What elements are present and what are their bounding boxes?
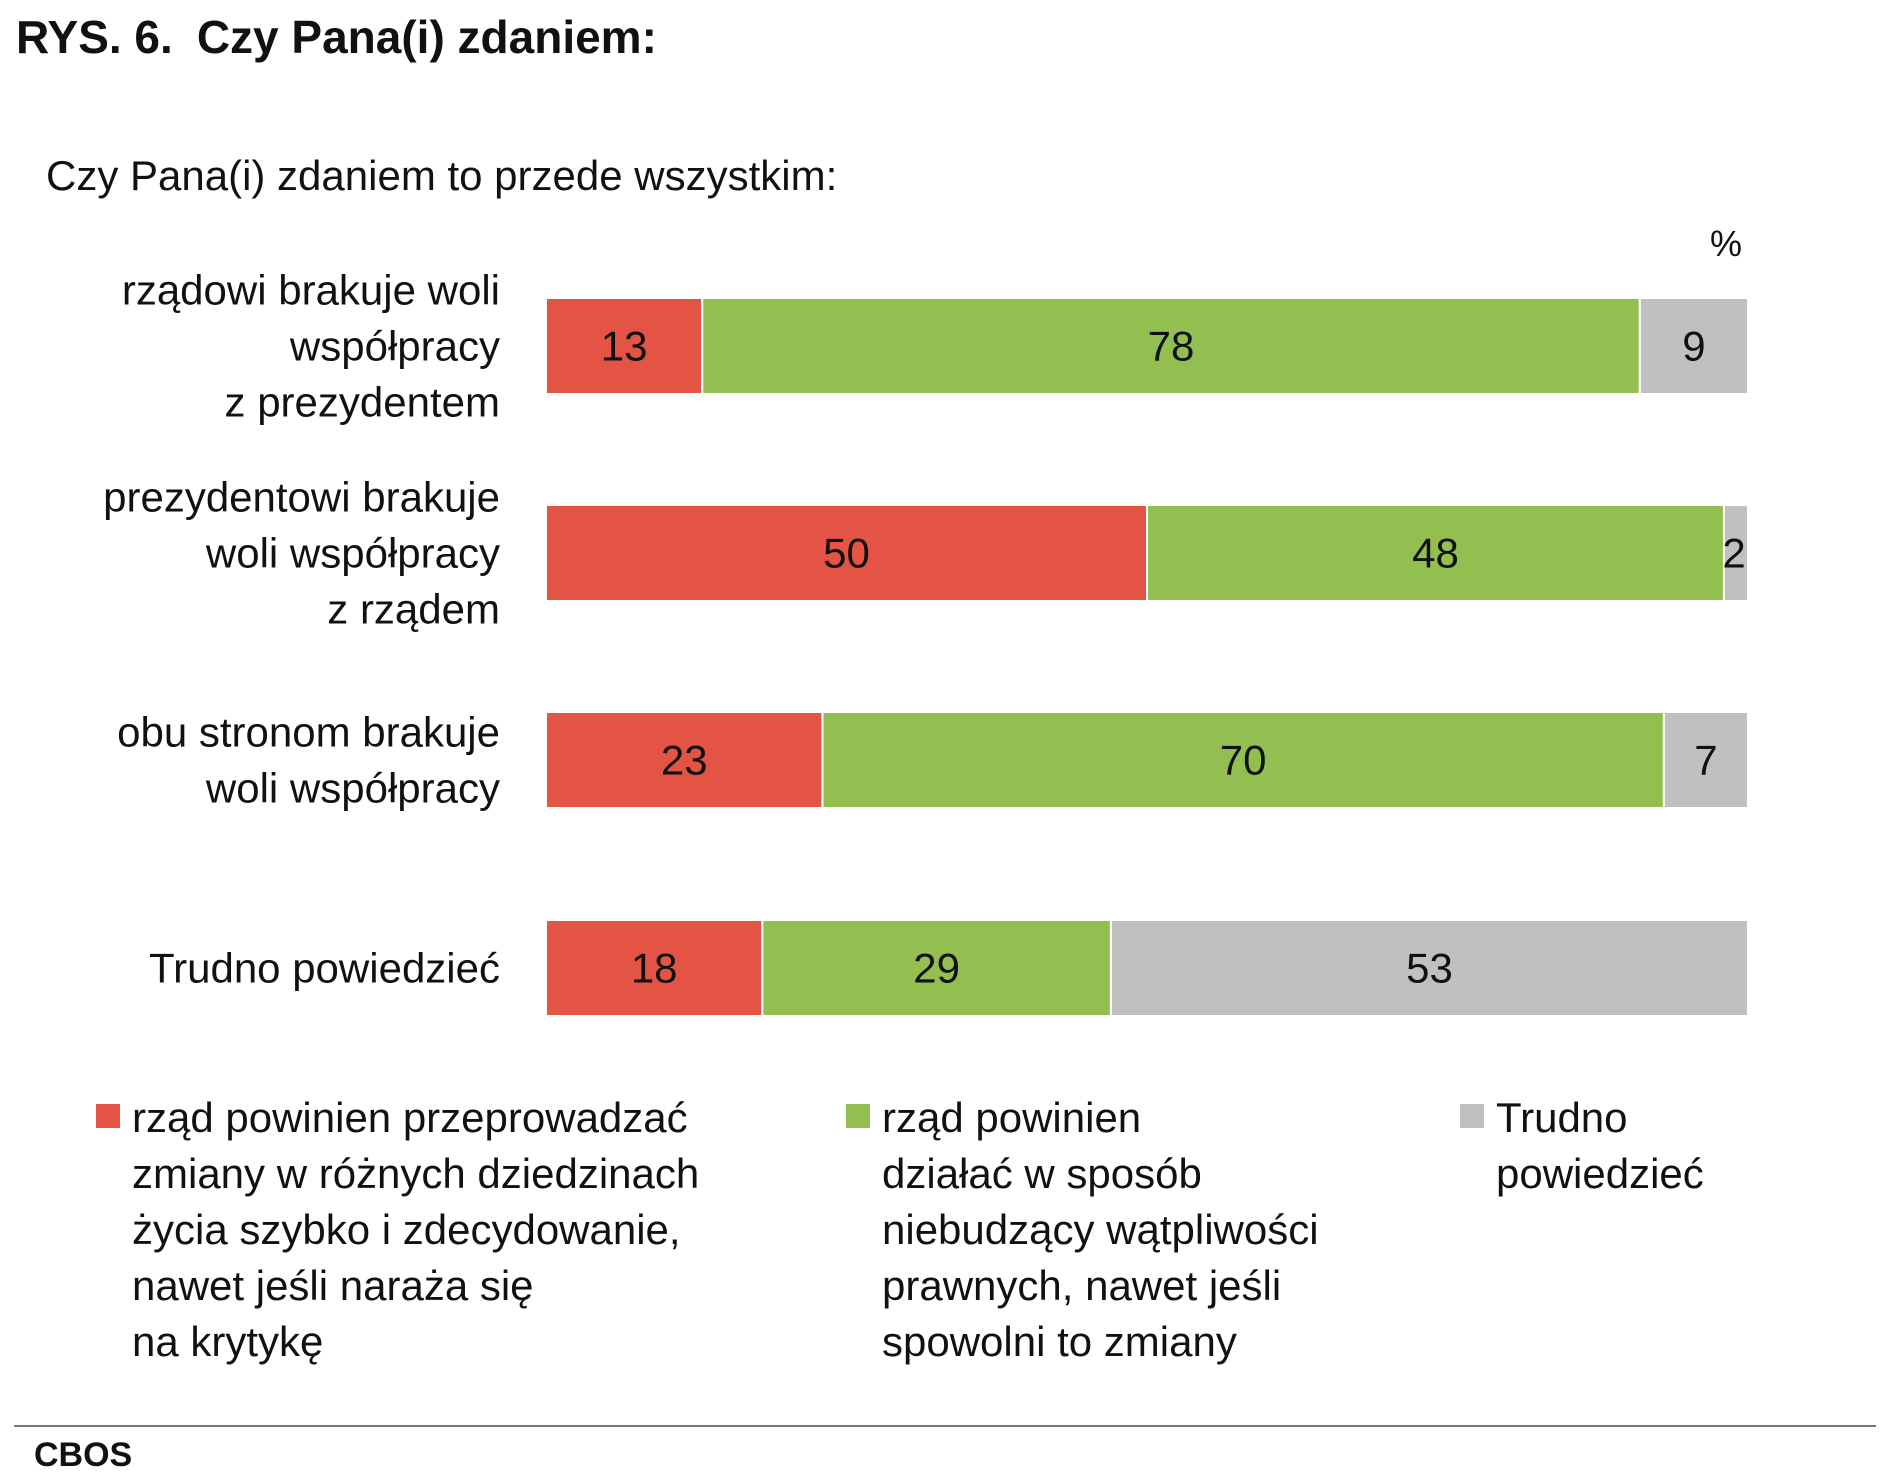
category-label: prezydentowi brakuje (103, 474, 500, 521)
bar-segment (1109, 919, 1749, 1017)
legend: rząd powinien przeprowadzać zmiany w róż… (96, 1090, 1796, 1390)
bar-segment (545, 711, 824, 809)
bar-value-label: 48 (1412, 530, 1459, 577)
legend-label-prawnie: rząd powinien działać w sposób niebudząc… (882, 1094, 1319, 1365)
legend-item-prawnie: rząd powinien działać w sposób niebudząc… (846, 1090, 1319, 1370)
figure-title-text: Czy Pana(i) zdaniem: (196, 11, 657, 63)
category-label: Trudno powiedzieć (149, 945, 500, 992)
bar-segment (1662, 711, 1749, 809)
bar-segment (545, 504, 1148, 602)
legend-swatch-grey (1460, 1104, 1484, 1128)
bar-value-label: 53 (1406, 945, 1453, 992)
bar-segment (1638, 297, 1749, 395)
category-label: obu stronom brakuje (117, 709, 500, 756)
stacked-bar-chart: % rządowi brakuje woli współpracy z prezyd… (103, 223, 1749, 1017)
bar-segment (1146, 504, 1725, 602)
bar-value-label: 9 (1682, 323, 1705, 370)
bar-segment (821, 711, 1665, 809)
bar-value-label: 18 (631, 945, 678, 992)
legend-item-szybko: rząd powinien przeprowadzać zmiany w róż… (96, 1090, 699, 1370)
bar-value-label: 29 (913, 945, 960, 992)
legend-swatch-green (846, 1104, 870, 1128)
figure-title: RYS. 6. Czy Pana(i) zdaniem: (16, 10, 657, 64)
footer-divider (14, 1425, 1876, 1427)
source-label: CBOS (34, 1436, 133, 1474)
legend-label-trudno: Trudno powiedzieć (1496, 1094, 1704, 1197)
bar-segment (761, 919, 1112, 1017)
value-labels: 13 78 9 50 48 2 23 70 7 18 29 53 (601, 323, 1746, 992)
bar-value-label: 78 (1148, 323, 1195, 370)
bar-segment (701, 297, 1641, 395)
bar-value-label: 2 (1722, 530, 1745, 577)
category-label: woli współpracy (205, 765, 500, 812)
category-label: rządowi brakuje woli (122, 267, 500, 314)
unit-label: % (1710, 223, 1742, 264)
legend-label-szybko: rząd powinien przeprowadzać zmiany w róż… (132, 1094, 700, 1365)
category-label: współpracy (289, 323, 500, 370)
bar-value-label: 70 (1220, 737, 1267, 784)
chart-question: Czy Pana(i) zdaniem to przede wszystkim: (46, 152, 838, 199)
bar-value-label: 13 (601, 323, 648, 370)
category-label: z rządem (327, 586, 500, 633)
bar-segment (1722, 504, 1749, 602)
bar-value-label: 7 (1694, 737, 1717, 784)
bar-segment (545, 919, 764, 1017)
figure-number: RYS. 6. (16, 11, 173, 63)
category-labels: rządowi brakuje woli współpracy z prezyden… (103, 267, 500, 992)
category-label: woli współpracy (205, 530, 500, 577)
bars (545, 297, 1749, 1017)
legend-swatch-red (96, 1104, 120, 1128)
bar-value-label: 23 (661, 737, 708, 784)
category-label: z prezydentem (225, 379, 500, 426)
bar-value-label: 50 (823, 530, 870, 577)
legend-item-trudno: Trudno powiedzieć (1460, 1090, 1704, 1202)
